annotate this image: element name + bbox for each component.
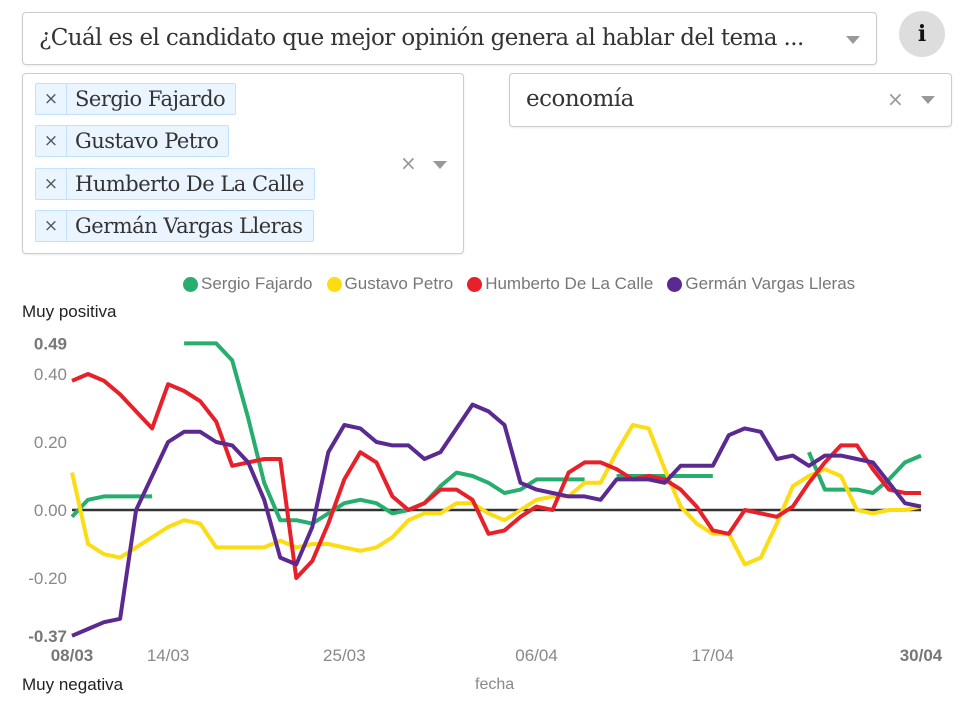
series-humberto-de-la-calle: [71, 372, 921, 580]
chart-legend: Sergio Fajardo Gustavo Petro Humberto De…: [183, 274, 855, 294]
legend-label: Germán Vargas Lleras: [685, 274, 856, 293]
x-tick-label: 30/04: [900, 646, 943, 665]
question-select[interactable]: ¿Cuál es el candidato que mejor opinión …: [22, 12, 877, 65]
clear-icon[interactable]: ×: [887, 87, 904, 111]
series-line-segment[interactable]: [70, 494, 153, 519]
remove-tag-icon[interactable]: ×: [36, 211, 67, 241]
y-tick-label: 0.20: [34, 433, 67, 452]
series-line-segment[interactable]: [807, 451, 922, 495]
series-line-segment[interactable]: [71, 402, 922, 638]
remove-tag-icon[interactable]: ×: [36, 84, 67, 114]
x-axis-label: fecha: [475, 676, 515, 693]
legend-label: Sergio Fajardo: [201, 274, 313, 293]
legend-label: Gustavo Petro: [344, 274, 454, 293]
legend-item-fajardo[interactable]: Sergio Fajardo: [183, 274, 313, 294]
series-sergio-fajardo: [70, 341, 922, 526]
y-tick-label: -0.37: [28, 627, 67, 646]
legend-label: Humberto De La Calle: [485, 274, 654, 293]
candidate-tag-label: Humberto De La Calle: [75, 172, 304, 196]
x-tick-label: 25/03: [323, 646, 366, 665]
topic-select[interactable]: economía ×: [509, 73, 952, 127]
legend-item-petro[interactable]: Gustavo Petro: [326, 274, 454, 294]
clear-all-icon[interactable]: ×: [400, 151, 417, 175]
question-select-value: ¿Cuál es el candidato que mejor opinión …: [39, 25, 804, 51]
y-tick-label: -0.20: [28, 569, 67, 588]
y-tick-label: 0.40: [34, 365, 67, 384]
y-axis-bottom-label: Muy negativa: [22, 675, 124, 694]
candidate-tag-label: Sergio Fajardo: [75, 87, 226, 111]
legend-dot-icon: [183, 276, 198, 292]
y-axis-top-label: Muy positiva: [22, 302, 117, 321]
legend-dot-icon: [326, 276, 342, 292]
x-tick-label: 17/04: [691, 646, 734, 665]
legend-dot-icon: [467, 276, 483, 292]
series-line-segment[interactable]: [71, 372, 921, 580]
series-germ-n-vargas-lleras: [71, 402, 922, 638]
candidates-select[interactable]: × Sergio Fajardo × Gustavo Petro × Humbe…: [22, 73, 464, 254]
y-tick-label: 0.00: [34, 501, 67, 520]
candidate-tag: × Sergio Fajardo: [35, 83, 237, 115]
series-line-segment[interactable]: [70, 423, 922, 567]
remove-tag-icon[interactable]: ×: [36, 169, 67, 199]
candidate-tag: × Humberto De La Calle: [35, 168, 315, 200]
candidate-tag: × Gustavo Petro: [35, 125, 230, 157]
chevron-down-icon[interactable]: [846, 36, 860, 44]
remove-tag-icon[interactable]: ×: [36, 126, 67, 156]
x-tick-label: 14/03: [147, 646, 190, 665]
x-tick-label: 08/03: [51, 646, 94, 665]
candidate-tag-label: Germán Vargas Lleras: [75, 214, 303, 238]
y-tick-label: 0.49: [34, 334, 67, 353]
candidate-tag-label: Gustavo Petro: [75, 129, 219, 153]
legend-item-vargas-lleras[interactable]: Germán Vargas Lleras: [667, 274, 855, 294]
legend-item-delacalle[interactable]: Humberto De La Calle: [467, 274, 653, 294]
chevron-down-icon[interactable]: [433, 161, 447, 169]
chevron-down-icon[interactable]: [921, 96, 935, 104]
info-button[interactable]: i: [899, 11, 945, 57]
x-tick-label: 06/04: [515, 646, 558, 665]
series-line-segment[interactable]: [184, 341, 585, 526]
legend-dot-icon: [667, 276, 683, 292]
candidate-tag: × Germán Vargas Lleras: [35, 210, 314, 242]
series-gustavo-petro: [70, 423, 922, 567]
topic-select-value: economía: [526, 86, 634, 112]
